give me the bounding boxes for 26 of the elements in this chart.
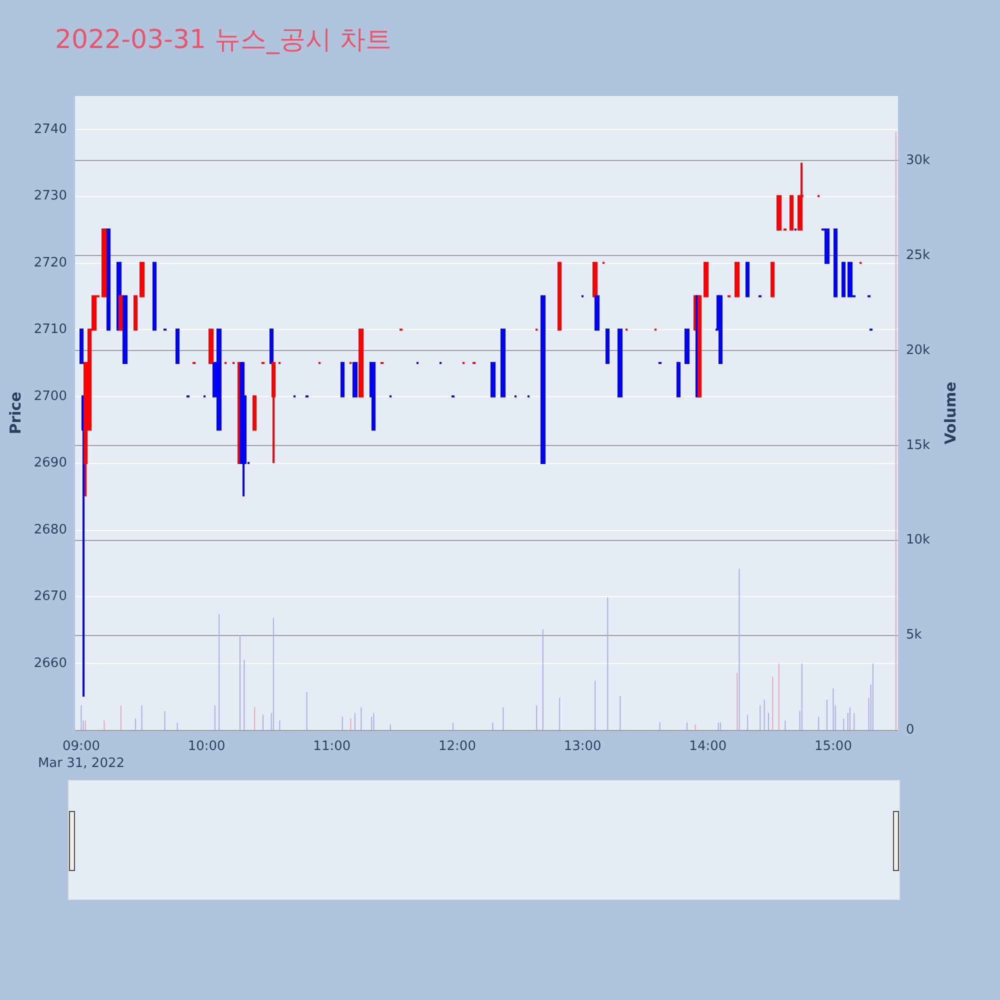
y2-tick-label: 20k — [906, 342, 931, 358]
y2-tick-label: 0 — [906, 722, 914, 738]
y-tick-label: 2660 — [34, 656, 67, 671]
y-axis-title: Price — [6, 392, 24, 434]
y2-tick-label: 30k — [906, 153, 931, 168]
x-tick-label: 11:00 — [313, 739, 351, 754]
y-tick-label: 2670 — [34, 589, 67, 604]
y-tick-label: 2740 — [34, 122, 67, 137]
y-tick-label: 2680 — [34, 522, 67, 538]
y2-tick-label: 5k — [906, 628, 922, 643]
y2-axis-title: Volume — [942, 382, 960, 444]
x-tick-label: 10:00 — [188, 739, 226, 754]
x-tick-label: 15:00 — [814, 739, 852, 754]
y-tick-label: 2720 — [34, 255, 67, 270]
y2-tick-label: 10k — [906, 532, 931, 548]
x-tick-label: 14:00 — [689, 739, 727, 754]
x-tick-label: 09:00 Mar 31, 2022 — [38, 739, 125, 771]
y2-tick-label: 15k — [906, 438, 931, 453]
y-tick-label: 2710 — [34, 322, 67, 338]
y-tick-label: 2730 — [34, 188, 67, 204]
chart-title: 2022-03-31 뉴스_공시 차트 — [55, 25, 392, 55]
x-tick-label: 13:00 — [564, 739, 602, 754]
x-tick-label: 12:00 — [438, 739, 476, 754]
y2-tick-label: 25k — [906, 248, 931, 263]
y-tick-label: 2700 — [34, 388, 67, 404]
y-tick-label: 2690 — [34, 456, 67, 471]
